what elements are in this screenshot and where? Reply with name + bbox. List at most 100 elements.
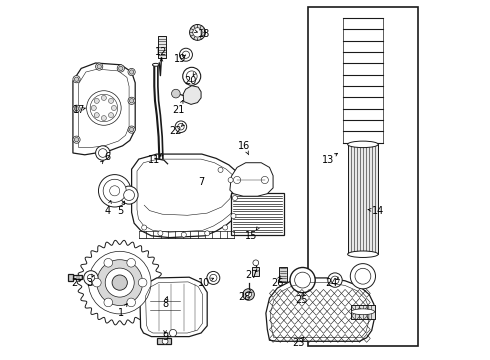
Circle shape [98, 149, 107, 157]
Circle shape [186, 71, 197, 82]
Text: 21: 21 [172, 105, 185, 115]
Ellipse shape [347, 251, 378, 257]
Circle shape [101, 116, 106, 121]
Circle shape [142, 225, 147, 230]
Circle shape [205, 231, 210, 236]
Polygon shape [73, 63, 135, 155]
Text: 18: 18 [197, 29, 210, 39]
Circle shape [331, 276, 339, 284]
Circle shape [87, 91, 121, 125]
Circle shape [245, 292, 251, 297]
Text: 15: 15 [245, 231, 258, 241]
Text: 23: 23 [292, 338, 304, 348]
Circle shape [104, 298, 113, 307]
Bar [308, 7, 418, 346]
Circle shape [228, 177, 233, 183]
Circle shape [93, 278, 101, 287]
Circle shape [90, 94, 118, 122]
Circle shape [91, 105, 97, 111]
Text: 12: 12 [155, 47, 168, 57]
Circle shape [127, 298, 136, 307]
Polygon shape [183, 86, 201, 104]
Circle shape [175, 121, 187, 132]
Circle shape [103, 179, 126, 202]
Circle shape [110, 186, 120, 196]
Circle shape [129, 99, 134, 103]
Text: 10: 10 [197, 278, 210, 288]
Text: 16: 16 [238, 141, 250, 151]
Text: 24: 24 [325, 278, 338, 288]
Text: 25: 25 [295, 294, 308, 305]
Circle shape [328, 273, 342, 287]
Circle shape [170, 329, 176, 337]
Bar [279, 267, 287, 282]
Text: 4: 4 [104, 206, 111, 216]
Text: 2: 2 [71, 278, 77, 288]
Circle shape [233, 176, 241, 184]
Bar [158, 36, 166, 58]
Ellipse shape [351, 309, 374, 315]
Circle shape [190, 24, 205, 40]
Circle shape [108, 98, 114, 103]
Circle shape [129, 127, 134, 132]
Text: 7: 7 [198, 177, 205, 187]
Circle shape [181, 232, 186, 237]
Circle shape [232, 195, 238, 201]
Circle shape [97, 64, 101, 69]
Circle shape [94, 113, 99, 118]
Circle shape [138, 278, 147, 287]
Circle shape [105, 268, 134, 297]
Circle shape [178, 123, 184, 130]
Text: 1: 1 [118, 308, 124, 318]
Circle shape [74, 107, 79, 111]
Polygon shape [132, 154, 242, 238]
Text: 3: 3 [86, 278, 93, 288]
Bar [252, 267, 259, 276]
Circle shape [98, 175, 131, 207]
Circle shape [73, 105, 80, 112]
Circle shape [74, 77, 79, 81]
Text: 8: 8 [162, 299, 168, 309]
Polygon shape [230, 163, 273, 196]
Circle shape [129, 70, 134, 74]
Circle shape [84, 271, 98, 285]
Circle shape [253, 260, 259, 266]
Circle shape [207, 271, 220, 284]
Circle shape [111, 105, 117, 111]
Text: 28: 28 [238, 292, 250, 302]
Circle shape [97, 260, 143, 306]
Text: 13: 13 [321, 155, 334, 165]
Text: 17: 17 [73, 105, 85, 115]
Circle shape [119, 66, 123, 71]
Text: 11: 11 [148, 155, 160, 165]
Circle shape [183, 67, 201, 85]
Circle shape [104, 258, 113, 267]
Circle shape [117, 65, 124, 72]
Bar [347, 144, 378, 254]
Bar [231, 193, 284, 235]
Circle shape [73, 136, 80, 143]
Circle shape [162, 338, 168, 344]
Circle shape [158, 231, 163, 236]
Circle shape [290, 267, 315, 293]
Circle shape [231, 213, 236, 219]
Circle shape [243, 289, 254, 300]
Text: 20: 20 [184, 76, 196, 86]
Circle shape [94, 98, 99, 103]
Circle shape [128, 126, 135, 133]
Circle shape [355, 268, 371, 284]
Circle shape [350, 264, 375, 289]
Circle shape [96, 63, 103, 70]
Text: 5: 5 [118, 206, 124, 216]
Circle shape [74, 138, 79, 142]
Circle shape [87, 274, 95, 282]
Text: 26: 26 [271, 278, 284, 288]
Circle shape [172, 89, 180, 98]
Circle shape [96, 146, 110, 160]
Bar [68, 274, 73, 281]
Circle shape [222, 225, 228, 230]
Circle shape [88, 251, 151, 314]
Circle shape [101, 95, 106, 100]
Bar [157, 338, 171, 344]
Circle shape [218, 167, 223, 172]
